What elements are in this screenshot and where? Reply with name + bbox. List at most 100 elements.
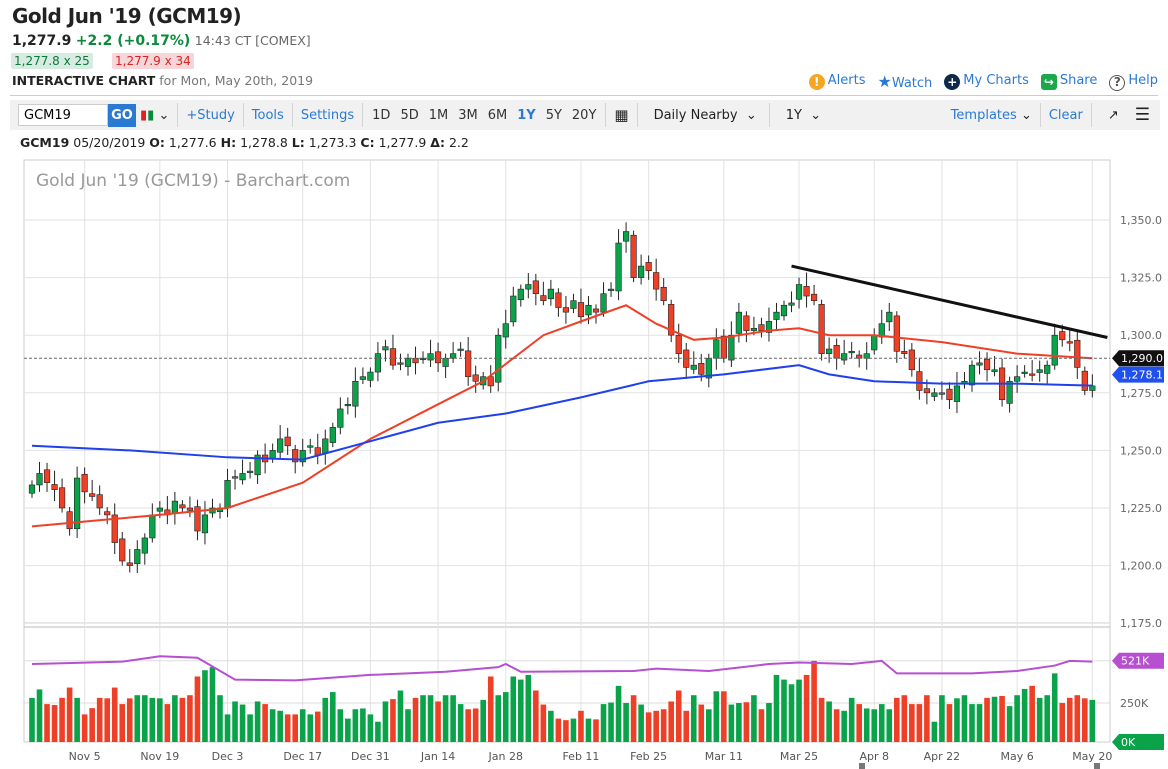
candle-body [570,300,577,309]
volume-bar [668,701,674,742]
go-button[interactable]: GO [108,103,136,127]
candle-body [660,286,667,301]
chart-type-button[interactable]: ▮▮ ⌄ [140,107,170,123]
candle-body [186,507,194,511]
candle-body [720,335,727,359]
candle-body [630,234,637,278]
candle-body [773,311,780,320]
range-value: 1Y [785,107,802,123]
interactive-chart-label: INTERACTIVE CHART for Mon, May 20th, 201… [12,73,313,88]
candle-body [96,494,103,509]
volume-bar [525,674,532,742]
chevron-down-icon: ⌄ [1020,107,1032,123]
help-link[interactable]: ? Help [1109,73,1158,91]
ma200-tag: 1,278.1 [1121,369,1163,382]
candle-body [795,284,803,300]
templates-button[interactable]: Templates ⌄ [947,108,1036,123]
ma50-line [31,304,1093,528]
period-1m[interactable]: 1M [428,107,449,123]
volume-bar [1029,685,1035,742]
ask-badge: 1,277.9 x 34 [112,53,194,69]
volume-bar [367,714,374,742]
candle-body [1081,370,1088,391]
period-3m[interactable]: 3M [458,107,478,123]
volume-bar [721,691,727,742]
ma200-line [31,364,1093,461]
volume-bar [751,695,757,742]
candle-body [224,480,231,509]
volume-bar [886,709,893,742]
expand-icon[interactable]: ↗ [1107,107,1119,123]
period-5y[interactable]: 5Y [545,107,562,123]
share-icon: ↪ [1040,74,1057,90]
candle-body [901,351,908,354]
candle-body [337,408,344,428]
candle-body [28,484,36,494]
volume-bar [1074,695,1081,742]
volume-bar [555,718,562,742]
candle-body [863,353,870,359]
candle-body [299,450,306,463]
chart-watermark: Gold Jun '19 (GCM19) - Barchart.com [36,171,350,191]
candle-body [1051,334,1058,366]
frequency-select[interactable]: Daily Nearby ⌄ [650,108,761,123]
period-1d[interactable]: 1D [372,107,391,123]
candle-body [352,380,359,407]
volume-bar [638,704,644,742]
low-label: L: [291,135,305,150]
volume-bar [352,709,359,742]
candle-body [983,358,991,371]
volume-bar [645,712,652,742]
volume-bar [487,676,494,742]
volume-bar [502,692,509,742]
volume-bar [894,697,900,742]
volume-bar [939,695,945,742]
period-6m[interactable]: 6M [487,107,508,123]
candle-body [397,362,404,365]
x-tick-label: Dec 17 [283,750,322,763]
candle-body [277,438,284,453]
candle-body [329,427,336,443]
volume-bar [600,704,607,742]
alerts-label: Alerts [827,73,866,88]
clear-button[interactable]: Clear [1048,107,1083,123]
volume-bar [1014,695,1020,742]
my-charts-link[interactable]: + My Charts [944,73,1029,90]
symbol-input[interactable] [18,104,108,126]
watch-link[interactable]: ★Watch [877,72,932,91]
menu-icon[interactable]: ☰ [1134,105,1150,125]
candle-body [886,311,893,323]
volume-bar [796,679,802,742]
candle-body [74,477,81,530]
volume-bar [254,701,261,742]
calendar-icon[interactable]: ▦ [614,106,629,124]
candle-body [404,357,412,367]
volume-bar [119,704,126,742]
candle-body [547,288,554,300]
volume-bar [924,695,930,742]
alerts-link[interactable]: ! Alerts [808,73,866,90]
volume-bar [480,699,486,742]
period-20y[interactable]: 20Y [571,107,597,123]
range-select[interactable]: 1Y ⌄ [782,108,825,123]
settings-button[interactable]: Settings [300,107,355,123]
candle-body [427,353,434,361]
candle-body [1059,331,1066,341]
divider [1090,103,1092,127]
volume-bar [788,684,795,742]
volume-bar [1044,695,1050,742]
study-button[interactable]: +Study [186,107,235,123]
volume-bar [848,697,855,742]
volume-bar [209,667,216,742]
candle-body [1089,385,1096,391]
candle-body [419,357,427,361]
share-link[interactable]: ↪ Share [1040,73,1097,90]
candle-body [1014,376,1021,382]
price-line: 1,277.9 +2.2 (+0.17%) 14:43 CT [COMEX] [12,33,311,49]
candle-body [607,288,615,291]
volume-bar [382,701,389,742]
period-1y[interactable]: 1Y [517,107,536,123]
period-5d[interactable]: 5D [400,107,419,123]
tools-button[interactable]: Tools [251,107,284,123]
